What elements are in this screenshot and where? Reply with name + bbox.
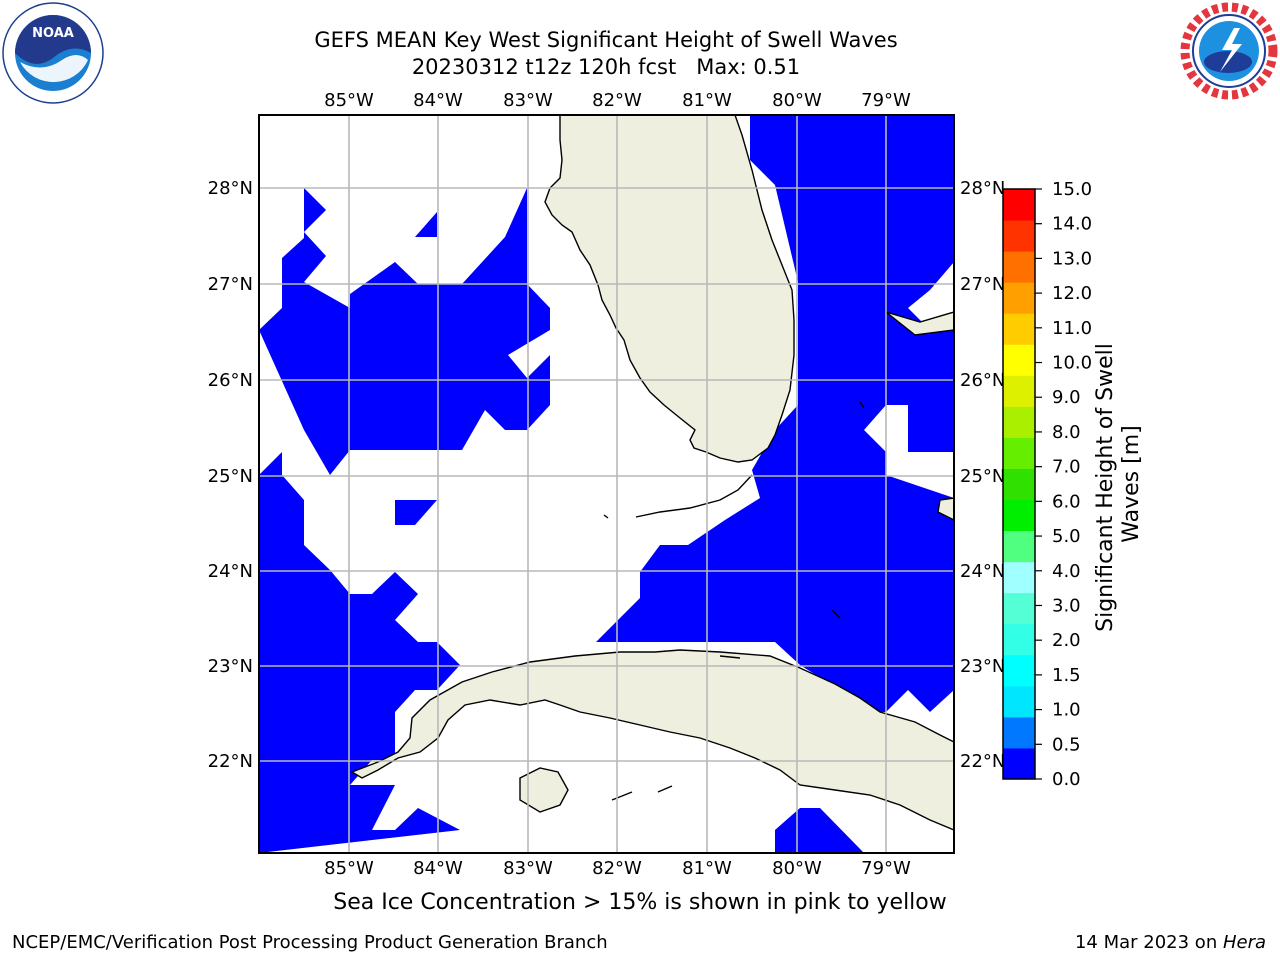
lat-label: 26°N: [960, 370, 1005, 391]
florida-landmass: [544, 115, 795, 463]
colorbar-tick-label: 4.0: [1052, 561, 1081, 582]
lon-label: 79°W: [861, 858, 911, 879]
lon-label: 80°W: [772, 858, 822, 879]
colorbar-tick-label: 0.0: [1052, 769, 1081, 790]
colorbar-segment: [1003, 623, 1035, 656]
colorbar-segment: [1003, 220, 1035, 252]
lat-label: 24°N: [960, 561, 1005, 582]
lon-label: 82°W: [592, 90, 642, 111]
footer-machine: Hera: [1222, 932, 1266, 953]
colorbar-segment: [1003, 685, 1035, 718]
colorbar-tick-label: 7.0: [1052, 457, 1081, 478]
lat-label: 27°N: [960, 274, 1005, 295]
lat-labels-right: 28°N 27°N 26°N 25°N 24°N 23°N 22°N: [960, 178, 1005, 772]
colorbar-ticks: 15.0 14.0 13.0 12.0 11.0 10.0 9.0 8.0 7.0 6.0 5.0 4…: [1035, 179, 1092, 790]
colorbar-segment: [1003, 313, 1035, 345]
colorbar-segment: [1003, 592, 1035, 625]
colorbar-segment: [1003, 654, 1035, 687]
keys-islets: [603, 401, 865, 801]
footer-credit: NCEP/EMC/Verification Post Processing Pr…: [12, 932, 608, 953]
colorbar-tick-label: 6.0: [1052, 491, 1081, 512]
colorbar-segment: [1003, 561, 1035, 594]
colorbar-segment: [1003, 189, 1035, 221]
lat-label: 26°N: [208, 370, 253, 391]
lon-label: 84°W: [413, 90, 463, 111]
lat-label: 25°N: [960, 466, 1005, 487]
lon-labels-top: 85°W 84°W 83°W 82°W 81°W 80°W 79°W: [324, 90, 911, 111]
land: [350, 115, 954, 831]
footer-date: 14 Mar 2023 on Hera: [1075, 932, 1266, 953]
colorbar-segments: [1003, 189, 1035, 780]
colorbar-segment: [1003, 716, 1035, 749]
colorbar-tick-label: 5.0: [1052, 526, 1081, 547]
colorbar-segment: [1003, 499, 1035, 532]
colorbar-tick-label: 11.0: [1052, 318, 1092, 339]
lon-label: 82°W: [592, 858, 642, 879]
lat-label: 23°N: [208, 656, 253, 677]
colorbar-segment: [1003, 406, 1035, 438]
lon-label: 81°W: [682, 90, 732, 111]
map-area: [259, 115, 954, 853]
colorbar-segment: [1003, 468, 1035, 501]
lon-label: 83°W: [503, 858, 553, 879]
noaa-logo-text: NOAA: [32, 26, 74, 41]
lat-label: 23°N: [960, 656, 1005, 677]
colorbar-tick-label: 10.0: [1052, 353, 1092, 374]
footer-date-text: 14 Mar 2023 on: [1074, 932, 1223, 953]
colorbar-tick-label: 15.0: [1052, 179, 1092, 200]
colorbar-tick-label: 9.0: [1052, 387, 1081, 408]
map-title: GEFS MEAN Key West Significant Height of…: [314, 28, 898, 52]
colorbar-segment: [1003, 282, 1035, 314]
lon-label: 84°W: [413, 858, 463, 879]
colorbar-tick-label: 1.0: [1052, 700, 1081, 721]
isla-juventud: [519, 767, 569, 813]
colorbar-tick-label: 0.5: [1052, 734, 1081, 755]
colorbar-segment: [1003, 747, 1035, 780]
colorbar-tick-label: 8.0: [1052, 422, 1081, 443]
lon-label: 80°W: [772, 90, 822, 111]
lat-label: 25°N: [208, 466, 253, 487]
cuba-landmass: [350, 649, 954, 831]
lon-label: 79°W: [861, 90, 911, 111]
lat-label: 28°N: [960, 178, 1005, 199]
map-frame: [258, 114, 955, 854]
colorbar-tick-label: 12.0: [1052, 283, 1092, 304]
colorbar-tick-label: 3.0: [1052, 595, 1081, 616]
lon-labels-bottom: 85°W 84°W 83°W 82°W 81°W 80°W 79°W: [324, 858, 911, 879]
lat-labels-left: 28°N 27°N 26°N 25°N 24°N 23°N 22°N: [208, 178, 253, 772]
colorbar-segment: [1003, 375, 1035, 407]
graticule: [259, 115, 954, 853]
nws-logo: [1179, 1, 1279, 101]
lat-label: 27°N: [208, 274, 253, 295]
colorbar-tick-label: 14.0: [1052, 214, 1092, 235]
map-subtitle: 20230312 t12z 120h fcst Max: 0.51: [411, 55, 801, 79]
lat-label: 22°N: [960, 751, 1005, 772]
noaa-logo: NOAA: [2, 2, 104, 104]
colorbar-frame: [1002, 188, 1036, 780]
lon-label: 83°W: [503, 90, 553, 111]
colorbar-label: Significant Height of Swell Waves [m]: [1093, 336, 1144, 632]
lat-label: 24°N: [208, 561, 253, 582]
lon-label: 85°W: [324, 90, 374, 111]
colorbar-segment: [1003, 530, 1035, 563]
lon-label: 85°W: [324, 858, 374, 879]
colorbar-tick-label: 2.0: [1052, 630, 1081, 651]
colorbar-tick-label: 1.5: [1052, 665, 1081, 686]
colorbar-segment: [1003, 251, 1035, 283]
colorbar-tick-label: 13.0: [1052, 248, 1092, 269]
lon-label: 81°W: [682, 858, 732, 879]
lat-label: 22°N: [208, 751, 253, 772]
sea-ice-note: Sea Ice Concentration > 15% is shown in …: [333, 890, 947, 915]
colorbar-segment: [1003, 437, 1035, 469]
colorbar: 15.0 14.0 13.0 12.0 11.0 10.0 9.0 8.0 7.0 6.0 5.0 4…: [1002, 179, 1144, 790]
swell-height-field: [259, 115, 954, 853]
lat-label: 28°N: [208, 178, 253, 199]
colorbar-segment: [1003, 344, 1035, 376]
